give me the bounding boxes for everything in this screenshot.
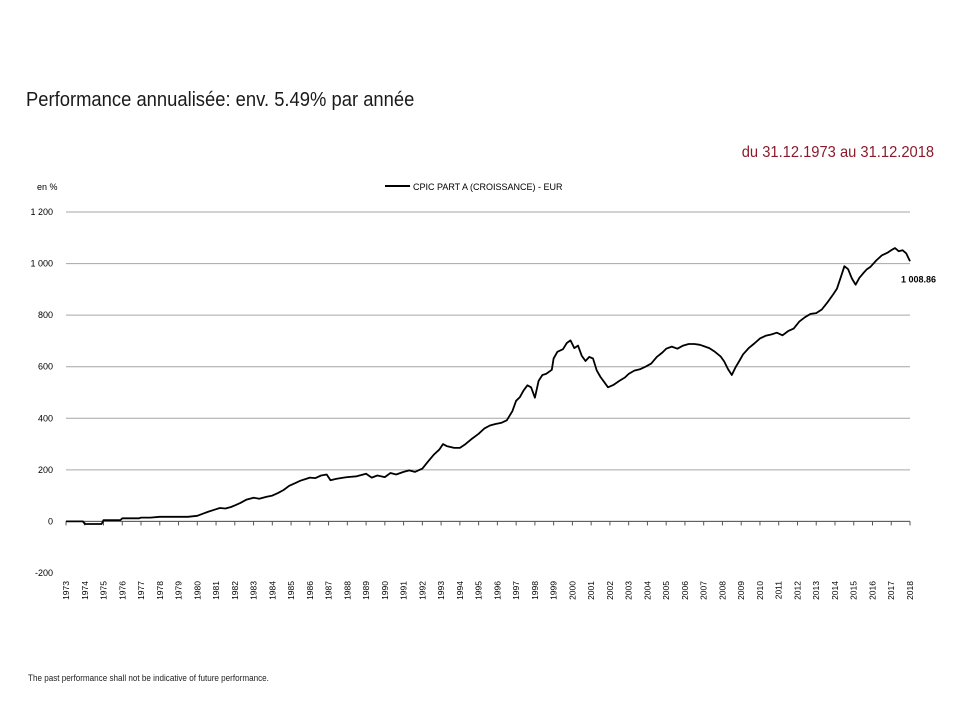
- x-tick-label: 1973: [61, 581, 71, 600]
- x-tick-label: 1990: [380, 581, 390, 600]
- x-tick-label: 1994: [455, 581, 465, 600]
- x-tick-label: 1975: [99, 581, 109, 600]
- x-tick-label: 2005: [661, 581, 671, 600]
- end-value-label: 1 008.86: [901, 274, 936, 284]
- x-tick-label: 1989: [361, 581, 371, 600]
- y-tick-label: 400: [38, 413, 53, 423]
- x-tick-label: 1987: [324, 581, 334, 600]
- period-label: du 31.12.1973 au 31.12.2018: [741, 144, 934, 161]
- y-tick-label: 200: [38, 465, 53, 475]
- y-axis-ticks: -200 0 200 400 600 800 1 000 1 200: [30, 207, 53, 578]
- x-tick-label: 1982: [230, 581, 240, 600]
- x-tick-label: 2001: [586, 581, 596, 600]
- x-tick-label: 2000: [567, 581, 577, 600]
- x-tick-label: 2011: [774, 581, 784, 600]
- legend-label: CPIC PART A (CROISSANCE) - EUR: [413, 182, 563, 192]
- x-tick-label: 1992: [417, 581, 427, 600]
- page-title: Performance annualisée: env. 5.49% par a…: [26, 89, 415, 111]
- x-tick-label: 1978: [155, 581, 165, 600]
- x-tick-label: 2006: [680, 581, 690, 600]
- x-tick-label: 1980: [192, 581, 202, 600]
- x-tick-label: 2013: [811, 581, 821, 600]
- x-tick-label: 2016: [867, 581, 877, 600]
- x-tick-label: 2012: [792, 581, 802, 600]
- y-tick-label: 1 200: [30, 207, 53, 217]
- y-tick-label: 800: [38, 310, 53, 320]
- x-tick-label: 1993: [436, 581, 446, 600]
- x-tick-label: 1997: [511, 581, 521, 600]
- x-tick-label: 1991: [399, 581, 409, 600]
- x-tick-label: 2002: [605, 581, 615, 600]
- y-tick-label: 0: [48, 516, 53, 526]
- x-tick-label: 1977: [136, 581, 146, 600]
- y-tick-label: -200: [35, 568, 53, 578]
- x-tick-label: 2015: [849, 581, 859, 600]
- y-tick-label: 1 000: [30, 259, 53, 269]
- x-tick-label: 1983: [249, 581, 259, 600]
- x-tick-label: 1976: [117, 581, 127, 600]
- x-tick-label: 1999: [549, 581, 559, 600]
- x-tick-label: 1974: [80, 581, 90, 600]
- x-tick-label: 2007: [699, 581, 709, 600]
- x-axis-ticks: 1973 1974 1975 1976 1977 1978 1979 1980 1981 1982…: [61, 521, 915, 600]
- x-tick-label: 2008: [717, 581, 727, 600]
- x-tick-label: 1985: [286, 581, 296, 600]
- grid-lines: [66, 211, 910, 522]
- x-tick-label: 2014: [830, 581, 840, 600]
- series-group: [66, 247, 911, 525]
- series-line: [66, 247, 911, 525]
- y-tick-label: 600: [38, 362, 53, 372]
- x-tick-label: 1984: [267, 581, 277, 600]
- x-tick-label: 2018: [905, 581, 915, 600]
- x-tick-label: 2010: [755, 581, 765, 600]
- y-axis-label: en %: [37, 182, 58, 192]
- x-tick-label: 1979: [174, 581, 184, 600]
- x-tick-label: 2004: [642, 581, 652, 600]
- legend: CPIC PART A (CROISSANCE) - EUR: [385, 182, 563, 192]
- x-tick-label: 1981: [211, 581, 221, 600]
- x-tick-label: 1988: [342, 581, 352, 600]
- x-tick-label: 2009: [736, 581, 746, 600]
- x-tick-label: 1998: [530, 581, 540, 600]
- x-tick-label: 1986: [305, 581, 315, 600]
- x-tick-label: 2017: [886, 581, 896, 600]
- x-tick-label: 1995: [474, 581, 484, 600]
- x-tick-label: 1996: [492, 581, 502, 600]
- disclaimer-footnote: The past performance shall not be indica…: [28, 673, 269, 683]
- x-tick-label: 2003: [624, 581, 634, 600]
